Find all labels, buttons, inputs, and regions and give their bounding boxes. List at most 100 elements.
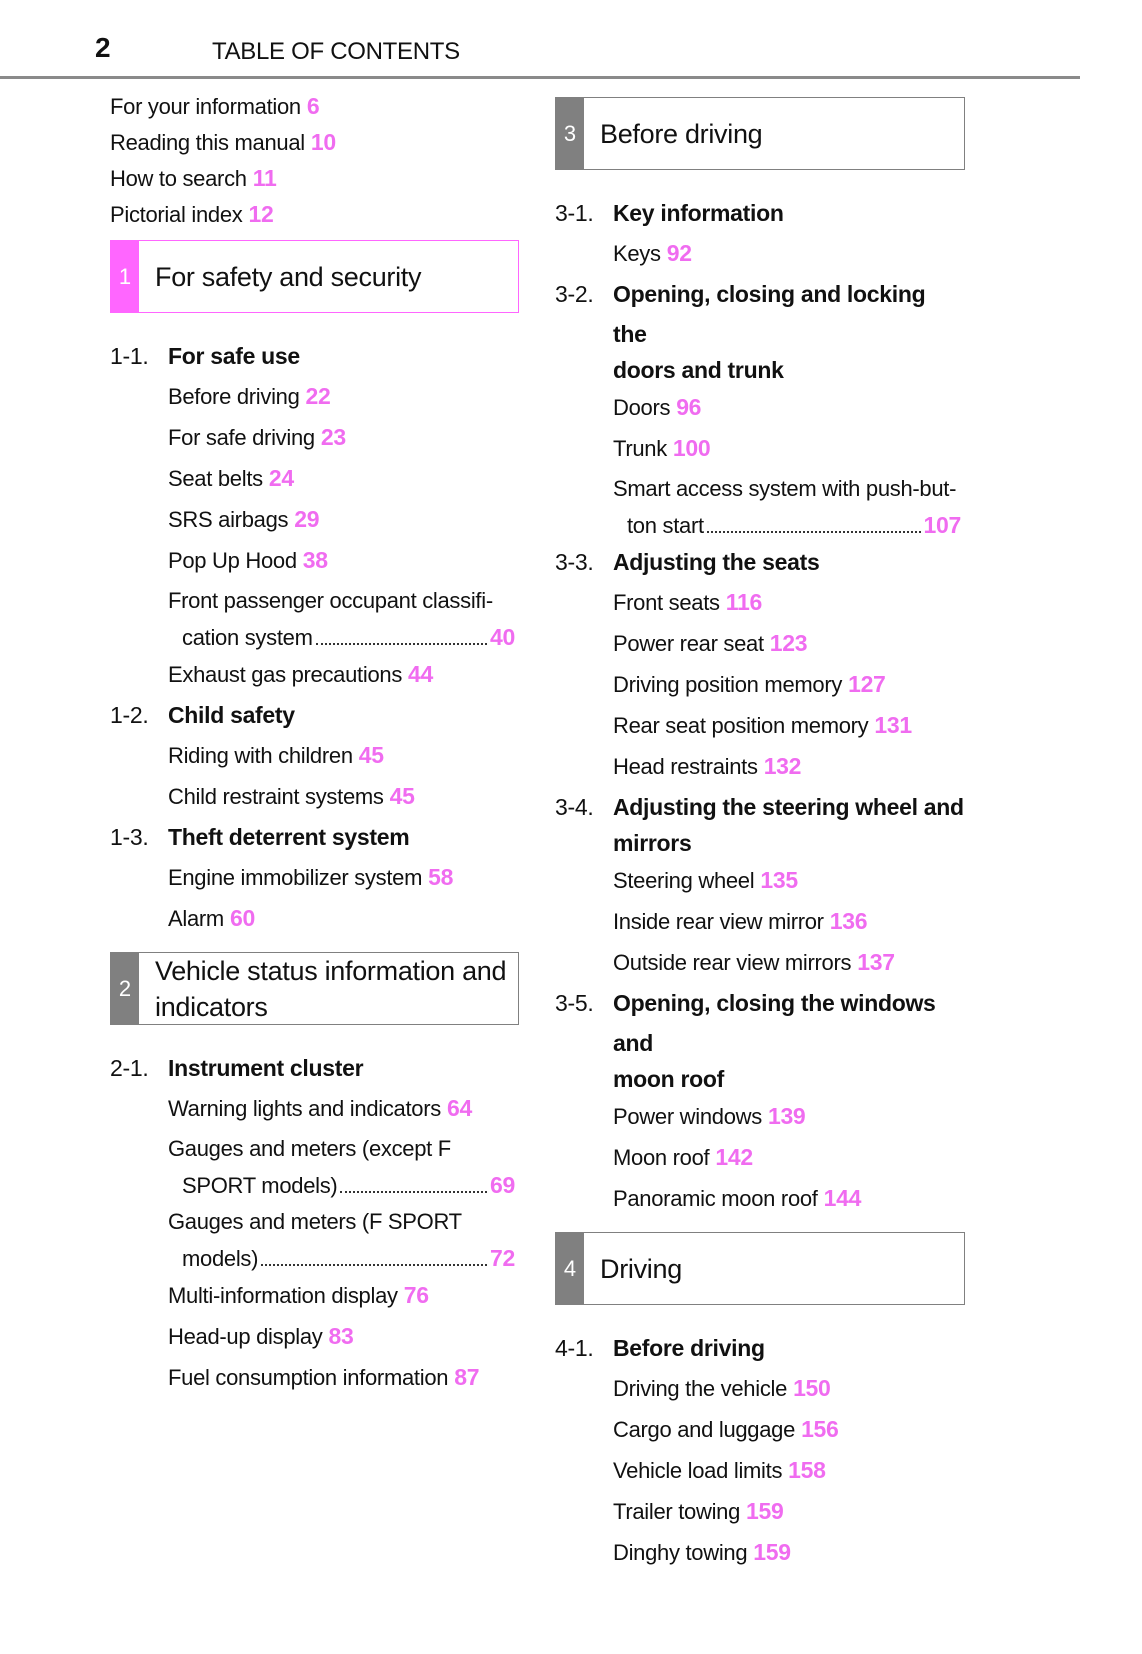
section-heading[interactable]: 4-1. Before driving	[555, 1328, 965, 1368]
toc-entry[interactable]: Multi-information display 76	[168, 1275, 515, 1316]
toc-entry[interactable]: Riding with children 45	[168, 735, 515, 776]
page-link[interactable]: 135	[760, 867, 798, 893]
page-link[interactable]: 12	[248, 201, 274, 227]
toc-entry[interactable]: Driving position memory 127	[613, 664, 961, 705]
page-link[interactable]: 144	[823, 1185, 862, 1211]
toc-entry[interactable]: Keys 92	[613, 233, 961, 274]
toc-entry[interactable]: Rear seat position memory 131	[613, 705, 961, 746]
page-link[interactable]: 69	[490, 1172, 515, 1198]
page-link[interactable]: 132	[763, 753, 802, 779]
toc-entry[interactable]: Gauges and meters (F SPORT models) 72	[168, 1202, 515, 1275]
page-link[interactable]: 60	[229, 905, 255, 931]
entry-label-line: For your information 6	[110, 88, 515, 125]
toc-entry[interactable]: Head-up display 83	[168, 1316, 515, 1357]
chapter-header[interactable]: 3 Before driving	[555, 97, 965, 170]
page-link[interactable]: 38	[302, 547, 328, 573]
toc-entry[interactable]: Reading this manual 10	[110, 125, 515, 161]
page-link[interactable]: 29	[294, 506, 320, 532]
section-heading[interactable]: 1-1. For safe use	[110, 336, 519, 376]
section-heading[interactable]: 1-3. Theft deterrent system	[110, 817, 519, 857]
toc-entry[interactable]: Outside rear view mirrors 137	[613, 942, 961, 983]
page-link[interactable]: 139	[767, 1103, 806, 1129]
page-link[interactable]: 158	[788, 1457, 826, 1483]
toc-entry[interactable]: Front passenger occupant classifi-cation…	[168, 581, 515, 654]
toc-entry[interactable]: Front seats 116	[613, 582, 961, 623]
page-link[interactable]: 156	[801, 1416, 839, 1442]
section-heading[interactable]: 3-2. Opening, closing and locking the door…	[555, 274, 965, 387]
page-link[interactable]: 58	[428, 864, 454, 890]
section-heading[interactable]: 3-5. Opening, closing the windows and moon…	[555, 983, 965, 1096]
chapter-header[interactable]: 4 Driving	[555, 1232, 965, 1305]
section-heading[interactable]: 2-1. Instrument cluster	[110, 1048, 519, 1088]
page-link[interactable]: 127	[848, 671, 886, 697]
toc-entry[interactable]: Power rear seat 123	[613, 623, 961, 664]
toc-entry[interactable]: Doors 96	[613, 387, 961, 428]
toc-entry[interactable]: Head restraints 132	[613, 746, 961, 787]
page-link[interactable]: 136	[829, 908, 868, 934]
page-link[interactable]: 40	[490, 624, 515, 650]
page-link[interactable]: 83	[328, 1323, 354, 1349]
toc-entry[interactable]: Exhaust gas precautions 44	[168, 654, 515, 695]
section-heading[interactable]: 3-4. Adjusting the steering wheel and mirr…	[555, 787, 965, 860]
toc-entry[interactable]: Vehicle load limits 158	[613, 1450, 961, 1491]
toc-entry[interactable]: For safe driving 23	[168, 417, 515, 458]
section-heading[interactable]: 3-3. Adjusting the seats	[555, 542, 965, 582]
toc-entry[interactable]: Alarm 60	[168, 898, 515, 939]
entry-label-text: For your information	[110, 94, 301, 119]
page-link[interactable]: 24	[268, 465, 294, 491]
toc-entry[interactable]: SRS airbags 29	[168, 499, 515, 540]
page-link[interactable]: 64	[446, 1095, 472, 1121]
page-title: TABLE OF CONTENTS	[212, 38, 460, 65]
page-link[interactable]: 107	[923, 512, 962, 538]
page-link[interactable]: 10	[310, 129, 336, 155]
toc-entry[interactable]: Seat belts 24	[168, 458, 515, 499]
page-link[interactable]: 23	[320, 424, 346, 450]
toc-entry[interactable]: Gauges and meters (except F SPORT models)…	[168, 1129, 515, 1202]
page-link[interactable]: 11	[252, 165, 277, 191]
page-link[interactable]: 123	[769, 630, 808, 656]
page-link[interactable]: 22	[305, 383, 331, 409]
toc-entry[interactable]: Trailer towing 159	[613, 1491, 961, 1532]
toc-entry[interactable]: Cargo and luggage 156	[613, 1409, 961, 1450]
page-link[interactable]: 116	[725, 589, 763, 615]
page-link[interactable]: 131	[874, 712, 912, 738]
chapter-header[interactable]: 1 For safety and security	[110, 240, 519, 313]
toc-entry[interactable]: Inside rear view mirror 136	[613, 901, 961, 942]
page-link[interactable]: 44	[408, 661, 434, 687]
entry-label: Keys 92	[613, 233, 961, 274]
toc-entry[interactable]: Child restraint systems 45	[168, 776, 515, 817]
toc-entry[interactable]: Warning lights and indicators 64	[168, 1088, 515, 1129]
page-link[interactable]: 45	[389, 783, 415, 809]
page-link[interactable]: 159	[746, 1498, 784, 1524]
toc-entry[interactable]: Steering wheel 135	[613, 860, 961, 901]
toc-entry[interactable]: Moon roof 142	[613, 1137, 961, 1178]
page-link[interactable]: 72	[490, 1245, 515, 1271]
page-link[interactable]: 159	[753, 1539, 791, 1565]
toc-entry[interactable]: Trunk 100	[613, 428, 961, 469]
toc-entry[interactable]: How to search 11	[110, 161, 515, 197]
toc-entry[interactable]: Pictorial index 12	[110, 197, 515, 233]
section-heading[interactable]: 1-2. Child safety	[110, 695, 519, 735]
toc-entry[interactable]: Panoramic moon roof 144	[613, 1178, 961, 1219]
toc-entry[interactable]: Smart access system with push-but-ton st…	[613, 469, 961, 542]
page-link[interactable]: 76	[403, 1282, 429, 1308]
toc-entry[interactable]: Driving the vehicle 150	[613, 1368, 961, 1409]
section-heading[interactable]: 3-1. Key information	[555, 193, 965, 233]
page-link[interactable]: 142	[715, 1144, 753, 1170]
page-link[interactable]: 150	[793, 1375, 831, 1401]
page-link[interactable]: 6	[306, 93, 320, 119]
toc-entry[interactable]: Pop Up Hood 38	[168, 540, 515, 581]
toc-entry[interactable]: Before driving 22	[168, 376, 515, 417]
toc-entry[interactable]: Power windows 139	[613, 1096, 961, 1137]
page-link[interactable]: 137	[857, 949, 895, 975]
page-link[interactable]: 87	[454, 1364, 480, 1390]
page-link[interactable]: 92	[666, 240, 692, 266]
toc-entry[interactable]: Fuel consumption information 87	[168, 1357, 515, 1398]
toc-entry[interactable]: Dinghy towing 159	[613, 1532, 961, 1573]
toc-entry[interactable]: For your information 6	[110, 89, 515, 125]
chapter-header[interactable]: 2 Vehicle status information and indicator…	[110, 952, 519, 1025]
page-link[interactable]: 96	[676, 394, 702, 420]
page-link[interactable]: 100	[672, 435, 711, 461]
toc-entry[interactable]: Engine immobilizer system 58	[168, 857, 515, 898]
page-link[interactable]: 45	[358, 742, 384, 768]
